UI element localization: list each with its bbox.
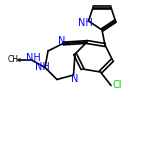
- Text: N: N: [71, 75, 79, 84]
- Text: NH: NH: [26, 53, 40, 63]
- Text: N: N: [58, 36, 65, 46]
- Text: CH₃: CH₃: [8, 56, 22, 64]
- Text: NH: NH: [78, 18, 93, 27]
- Text: NH: NH: [35, 63, 49, 72]
- Text: Cl: Cl: [112, 81, 122, 90]
